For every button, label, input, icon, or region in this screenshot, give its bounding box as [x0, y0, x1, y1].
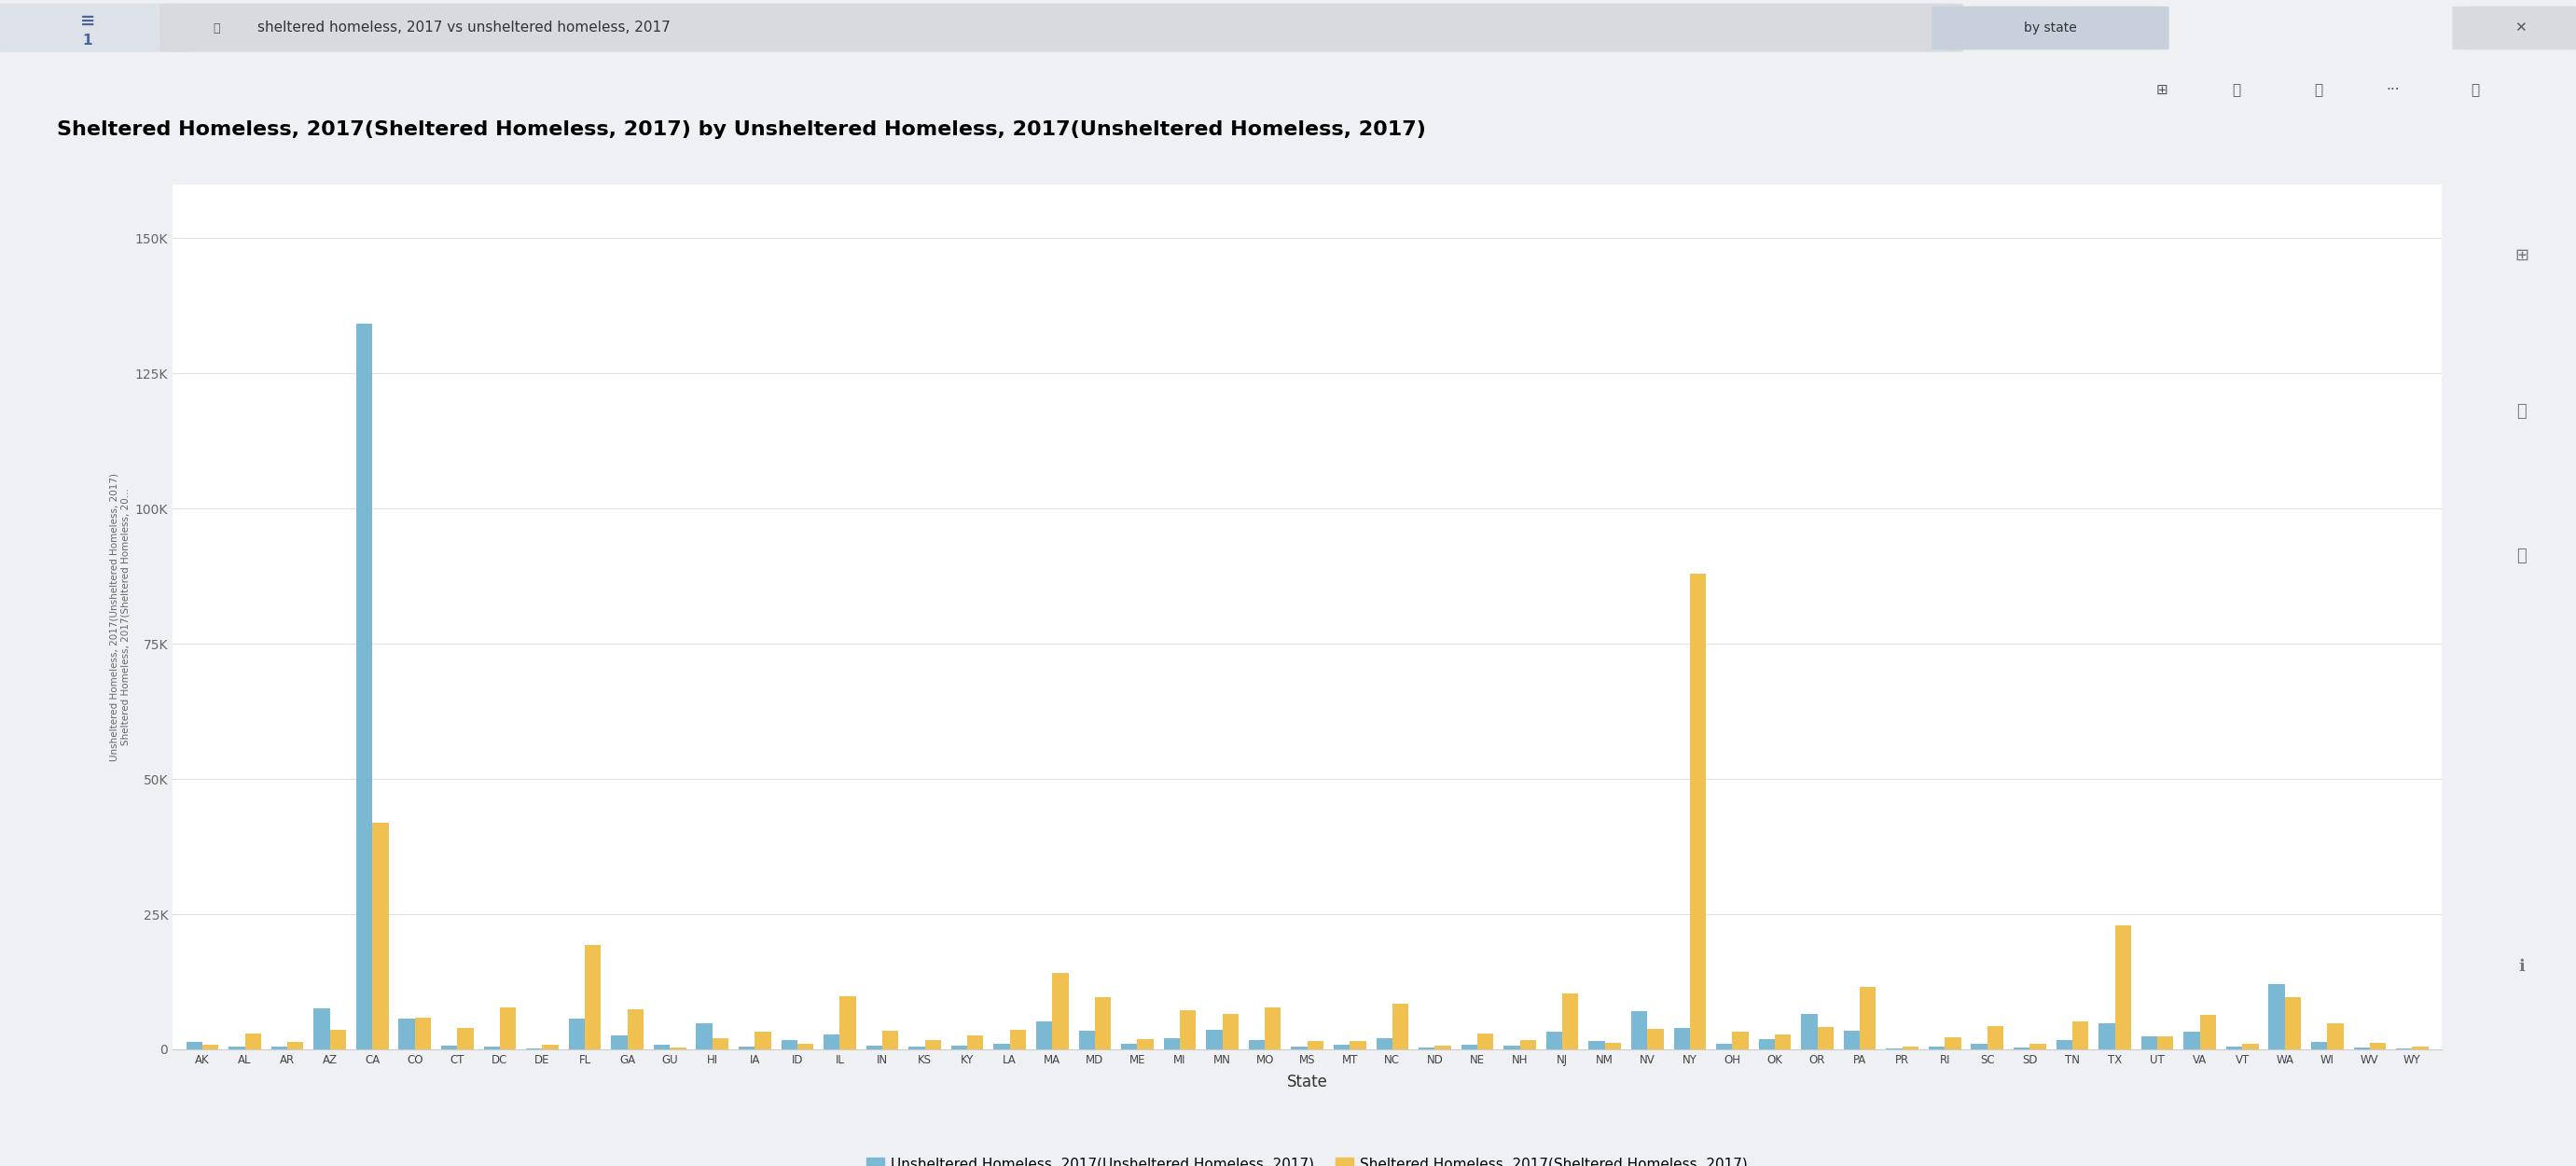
- Text: Sheltered Homeless, 2017(Sheltered Homeless, 2017) by Unsheltered Homeless, 2017: Sheltered Homeless, 2017(Sheltered Homel…: [57, 120, 1425, 139]
- Bar: [585, 944, 600, 1049]
- Bar: [1139, 1039, 1154, 1049]
- Bar: [399, 1019, 415, 1049]
- Bar: [1971, 1044, 1986, 1049]
- Bar: [1476, 1033, 1494, 1049]
- Bar: [2226, 1046, 2241, 1049]
- Bar: [1546, 1032, 1561, 1049]
- Bar: [2370, 1042, 2385, 1049]
- Bar: [1265, 1007, 1280, 1049]
- Bar: [1180, 1011, 1195, 1049]
- Bar: [1690, 574, 1705, 1049]
- Bar: [1716, 1044, 1731, 1049]
- Text: 1: 1: [82, 34, 93, 48]
- Bar: [1054, 972, 1069, 1049]
- Bar: [2141, 1037, 2156, 1049]
- Bar: [629, 1010, 644, 1049]
- Bar: [714, 1039, 729, 1049]
- Text: 📌: 📌: [2517, 547, 2527, 564]
- Bar: [1816, 1027, 1834, 1049]
- Bar: [884, 1031, 899, 1049]
- Bar: [1520, 1040, 1535, 1049]
- Bar: [1036, 1021, 1054, 1049]
- Bar: [2241, 1044, 2259, 1049]
- Text: 📌: 📌: [2313, 83, 2324, 97]
- Bar: [1435, 1046, 1450, 1049]
- Bar: [1986, 1026, 2004, 1049]
- Bar: [824, 1034, 840, 1049]
- Bar: [866, 1046, 884, 1049]
- Y-axis label: Unsheltered Homeless, 2017(Unsheltered Homeless, 2017)
Sheltered Homeless, 2017(: Unsheltered Homeless, 2017(Unsheltered H…: [111, 472, 129, 761]
- Bar: [1646, 1028, 1664, 1049]
- Bar: [951, 1046, 969, 1049]
- Bar: [969, 1035, 984, 1049]
- Bar: [1291, 1047, 1306, 1049]
- Bar: [840, 997, 855, 1049]
- X-axis label: State: State: [1288, 1074, 1327, 1090]
- Bar: [2200, 1016, 2215, 1049]
- Bar: [1759, 1039, 1775, 1049]
- Bar: [2269, 984, 2285, 1049]
- Bar: [374, 822, 389, 1049]
- Bar: [245, 1034, 260, 1049]
- Bar: [2099, 1023, 2115, 1049]
- Text: sheltered homeless, 2017 vs unsheltered homeless, 2017: sheltered homeless, 2017 vs unsheltered …: [258, 21, 670, 35]
- Bar: [1901, 1046, 1919, 1049]
- Bar: [909, 1047, 925, 1049]
- Bar: [739, 1047, 755, 1049]
- Bar: [611, 1035, 629, 1049]
- Bar: [654, 1045, 670, 1049]
- Text: 🔍: 🔍: [214, 22, 219, 34]
- Bar: [569, 1019, 585, 1049]
- Bar: [2411, 1047, 2429, 1049]
- Bar: [1731, 1032, 1749, 1049]
- Bar: [229, 1046, 245, 1049]
- Bar: [670, 1048, 685, 1049]
- Bar: [1605, 1042, 1620, 1049]
- Bar: [185, 1042, 204, 1049]
- Bar: [2354, 1048, 2370, 1049]
- Bar: [1561, 993, 1579, 1049]
- Bar: [1376, 1038, 1391, 1049]
- Bar: [2184, 1032, 2200, 1049]
- Bar: [314, 1009, 330, 1049]
- Bar: [1121, 1044, 1139, 1049]
- Bar: [1801, 1014, 1816, 1049]
- Bar: [289, 1042, 304, 1049]
- Text: 📊: 📊: [2517, 402, 2527, 420]
- FancyBboxPatch shape: [1932, 6, 2169, 50]
- Bar: [355, 323, 374, 1049]
- Text: ℹ: ℹ: [2519, 957, 2524, 975]
- Bar: [1164, 1038, 1180, 1049]
- Bar: [1010, 1030, 1025, 1049]
- FancyBboxPatch shape: [0, 3, 188, 52]
- Bar: [1224, 1014, 1239, 1049]
- Bar: [1079, 1031, 1095, 1049]
- Bar: [1306, 1041, 1324, 1049]
- Bar: [2030, 1044, 2045, 1049]
- Text: ✕: ✕: [2514, 21, 2527, 35]
- Bar: [2115, 925, 2130, 1049]
- Bar: [2014, 1047, 2030, 1049]
- Bar: [2071, 1021, 2089, 1049]
- Bar: [1631, 1011, 1646, 1049]
- FancyBboxPatch shape: [160, 3, 1963, 52]
- Bar: [204, 1045, 219, 1049]
- Bar: [799, 1044, 814, 1049]
- Bar: [1419, 1047, 1435, 1049]
- Bar: [1844, 1031, 1860, 1049]
- Text: ···: ···: [2385, 83, 2398, 97]
- Bar: [2326, 1024, 2344, 1049]
- Bar: [994, 1044, 1010, 1049]
- Bar: [440, 1046, 459, 1049]
- Bar: [1860, 988, 1875, 1049]
- Bar: [1674, 1027, 1690, 1049]
- Bar: [415, 1018, 430, 1049]
- Bar: [330, 1030, 345, 1049]
- Bar: [2311, 1042, 2326, 1049]
- Bar: [755, 1032, 770, 1049]
- Text: by state: by state: [2025, 21, 2076, 35]
- FancyBboxPatch shape: [2452, 6, 2576, 50]
- Bar: [1350, 1041, 1365, 1049]
- Bar: [1391, 1004, 1409, 1049]
- Bar: [781, 1040, 799, 1049]
